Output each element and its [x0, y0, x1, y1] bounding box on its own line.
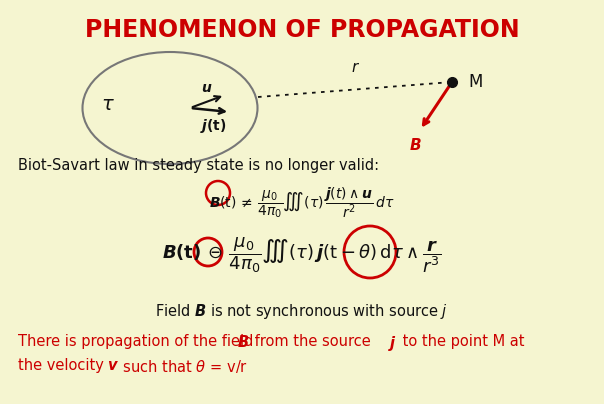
Text: $\boldsymbol{B}$: $\boldsymbol{B}$	[409, 137, 422, 153]
Text: PHENOMENON OF PROPAGATION: PHENOMENON OF PROPAGATION	[85, 18, 519, 42]
Text: $\boldsymbol{u}$: $\boldsymbol{u}$	[201, 81, 213, 95]
Text: the velocity: the velocity	[18, 358, 109, 373]
Text: $\boldsymbol{B}$(t)$\,\ominus\,\dfrac{\mu_0}{4\pi_0}\iiint(\tau)\,\boldsymbol{j}: $\boldsymbol{B}$(t)$\,\ominus\,\dfrac{\m…	[162, 235, 442, 275]
Text: $\boldsymbol{j}$: $\boldsymbol{j}$	[388, 334, 397, 353]
Text: $\boldsymbol{v}$: $\boldsymbol{v}$	[107, 358, 119, 373]
Text: $\boldsymbol{B}$: $\boldsymbol{B}$	[237, 334, 249, 350]
Text: r: r	[352, 61, 358, 76]
Text: Field $\boldsymbol{B}$ is not synchronous with source $j$: Field $\boldsymbol{B}$ is not synchronou…	[155, 302, 449, 321]
Text: There is propagation of the field: There is propagation of the field	[18, 334, 258, 349]
Text: $\tau$: $\tau$	[101, 95, 115, 114]
Text: to the point M at: to the point M at	[398, 334, 524, 349]
Text: such that $\theta$ = v/r: such that $\theta$ = v/r	[118, 358, 248, 375]
Text: from the source: from the source	[250, 334, 375, 349]
Text: $\boldsymbol{j}$(t): $\boldsymbol{j}$(t)	[200, 117, 226, 135]
Text: Biot-Savart law in steady state is no longer valid:: Biot-Savart law in steady state is no lo…	[18, 158, 379, 173]
Text: M: M	[468, 73, 483, 91]
Text: $\boldsymbol{B}$(t)$\,\neq\,\dfrac{\mu_0}{4\pi_0}\iiint(\tau)\,\dfrac{\boldsymbo: $\boldsymbol{B}$(t)$\,\neq\,\dfrac{\mu_0…	[209, 185, 395, 220]
